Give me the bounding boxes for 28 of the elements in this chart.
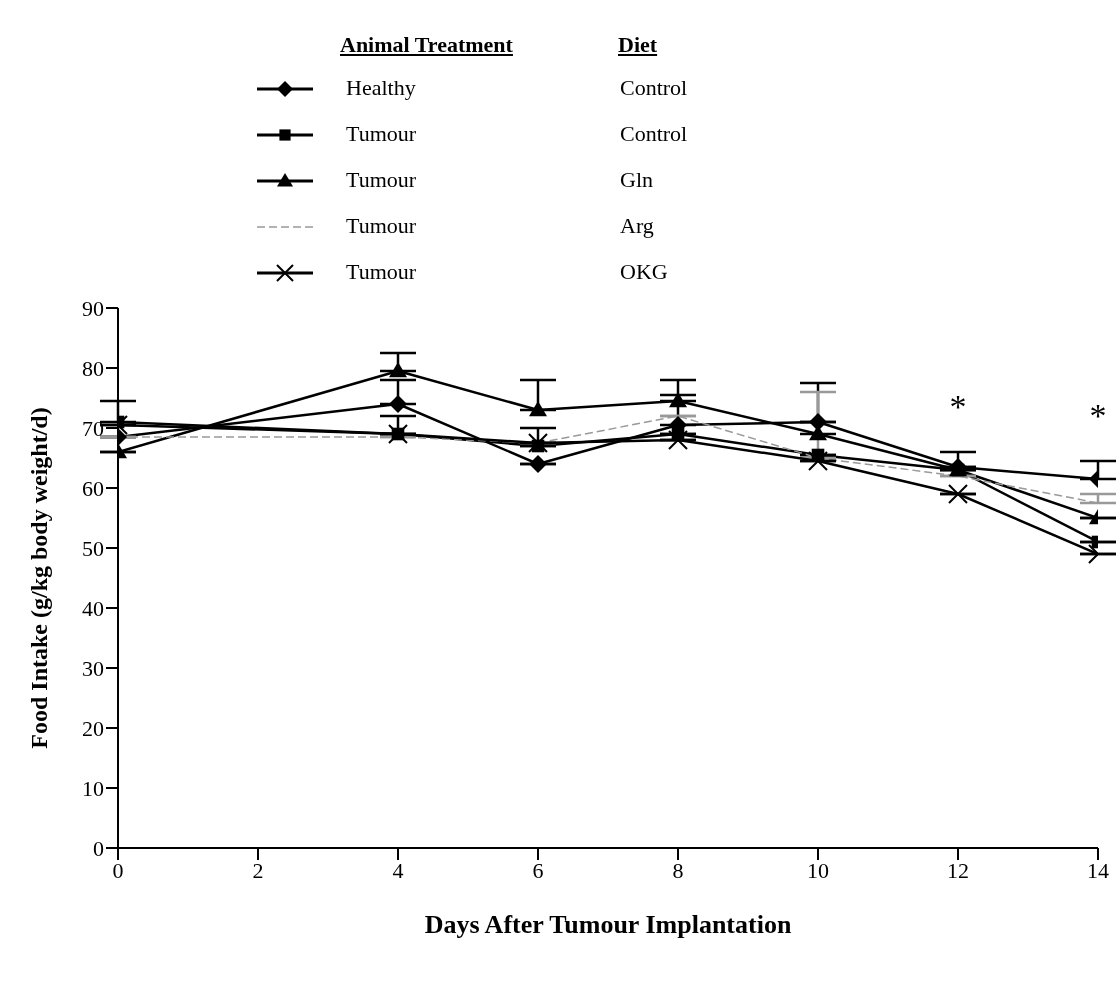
y-tick-label: 70 (82, 415, 104, 441)
x-tick-label: 8 (672, 857, 684, 883)
x-tick-label: 14 (1087, 857, 1109, 883)
text: Animal Treatment Diet (340, 32, 658, 57)
x-tick-label: 12 (947, 857, 969, 883)
x-tick-label: 10 (807, 857, 829, 883)
x-tick-label: 2 (252, 857, 264, 883)
legend-label: Tumour Arg (346, 213, 654, 239)
x-tick-label: 0 (112, 857, 124, 883)
x-tick-label: 4 (392, 857, 404, 883)
y-tick-label: 60 (82, 475, 104, 501)
y-tick-label: 0 (93, 835, 104, 861)
x-tick-label: 6 (532, 857, 544, 883)
legend-label: Tumour OKG (346, 259, 668, 285)
legend-label: Tumour Gln (346, 167, 653, 193)
y-tick-label: 80 (82, 355, 104, 381)
y-axis-title: Food Intake (g/kg body weight/d) (25, 407, 52, 749)
legend-label: Tumour Control (346, 121, 688, 147)
y-tick-label: 40 (82, 595, 104, 621)
y-tick-label: 50 (82, 535, 104, 561)
legend-label: Healthy Control (346, 75, 688, 101)
annotation: * (949, 388, 967, 425)
annotation: * (1089, 397, 1107, 434)
x-axis-title: Days After Tumour Implantation (424, 910, 792, 939)
y-tick-label: 30 (82, 655, 104, 681)
y-tick-label: 20 (82, 715, 104, 741)
y-tick-label: 90 (82, 295, 104, 321)
y-tick-label: 10 (82, 775, 104, 801)
